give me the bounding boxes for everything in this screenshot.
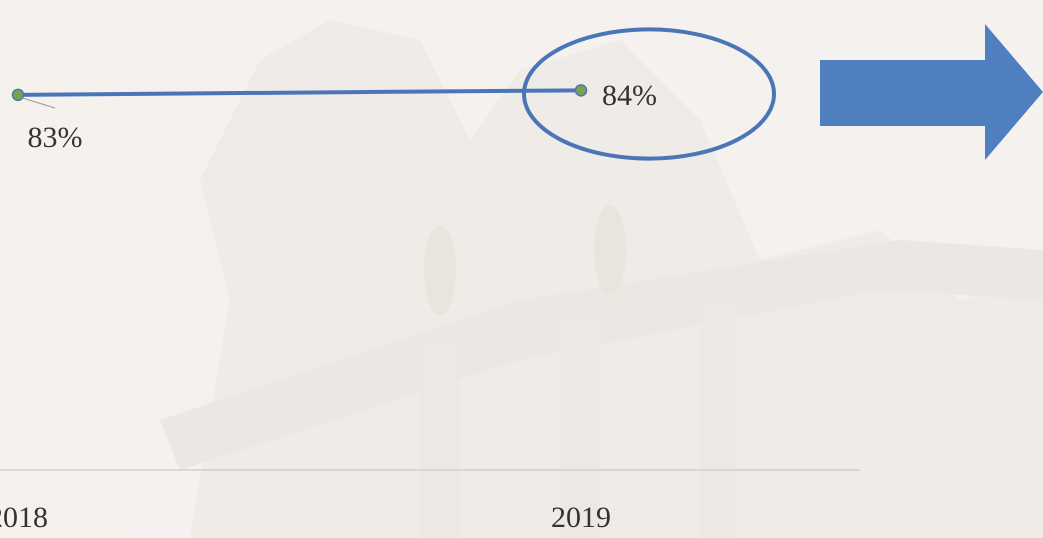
x-tick-label: 2018 — [0, 501, 48, 534]
marker — [13, 89, 24, 100]
data-label: 84% — [602, 79, 657, 112]
data-label: 83% — [28, 121, 83, 154]
page: 2018201983%84% (() => { const data = JSO… — [0, 0, 1043, 538]
marker — [576, 85, 587, 96]
chart: 2018 2019 83% 84% — [0, 0, 1043, 538]
x-tick-label: 2019 — [551, 501, 611, 534]
